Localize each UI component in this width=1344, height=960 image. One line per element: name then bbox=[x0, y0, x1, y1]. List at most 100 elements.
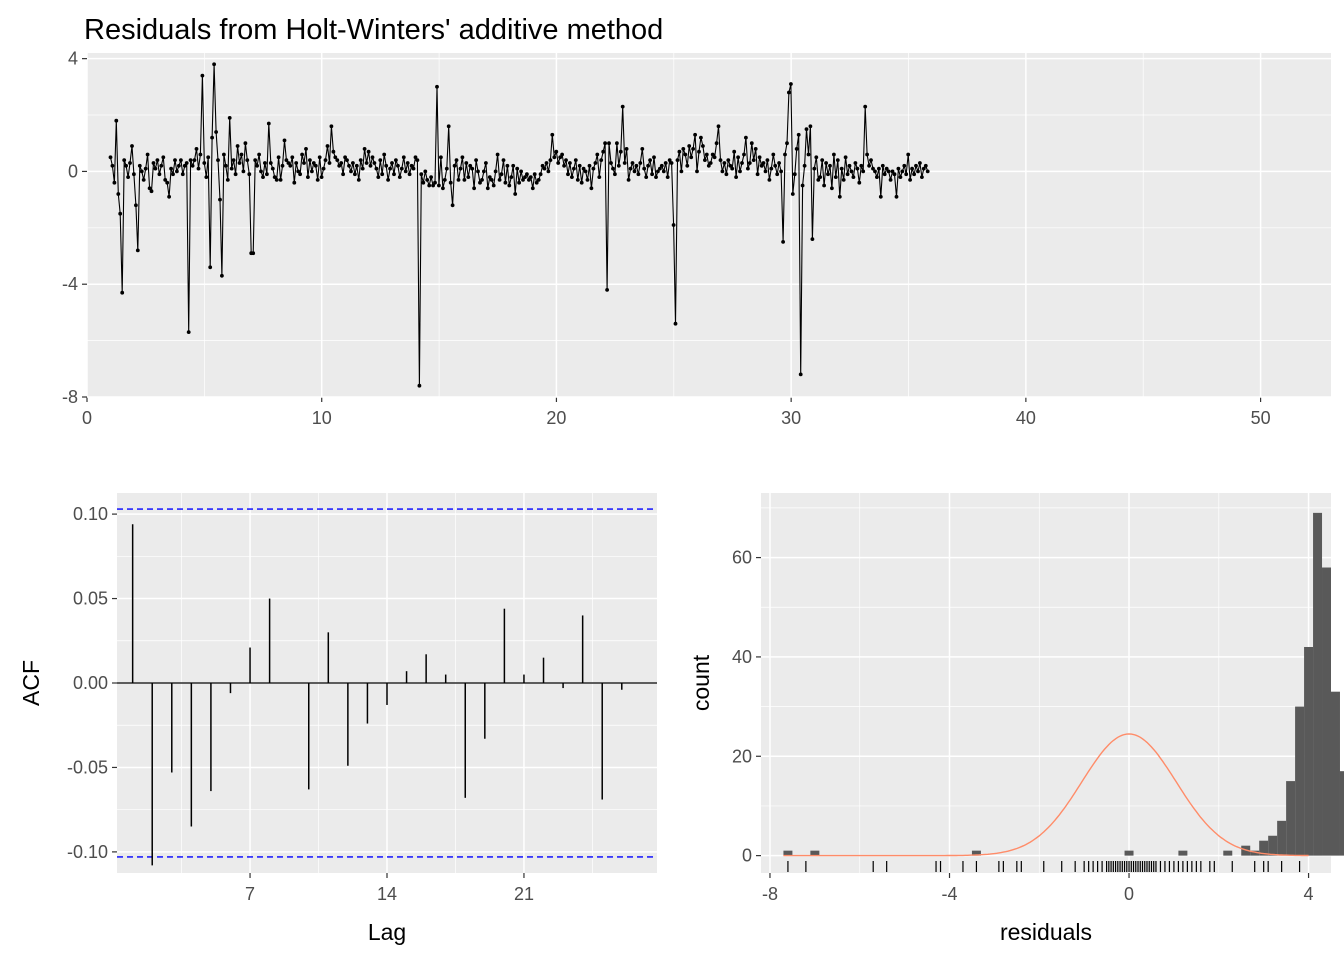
residual-point bbox=[851, 175, 856, 180]
residual-point bbox=[867, 163, 871, 168]
residual-point bbox=[720, 169, 725, 174]
residual-point bbox=[437, 183, 441, 188]
residual-point bbox=[427, 183, 432, 188]
residual-point bbox=[474, 158, 478, 163]
histogram-y-tick-label: 40 bbox=[732, 647, 752, 667]
residual-point bbox=[669, 161, 674, 165]
residual-point bbox=[278, 178, 283, 182]
residual-point bbox=[595, 152, 600, 157]
residual-point bbox=[615, 141, 619, 146]
residual-point bbox=[818, 175, 823, 180]
residual-point bbox=[886, 169, 891, 174]
residual-point bbox=[568, 161, 572, 165]
residual-point bbox=[566, 172, 570, 177]
residuals-x-tick-label: 10 bbox=[312, 408, 332, 428]
residual-point bbox=[573, 158, 578, 163]
residual-point bbox=[108, 155, 113, 160]
acf-y-tick-label: -0.10 bbox=[67, 842, 108, 862]
residual-point bbox=[912, 172, 916, 177]
residual-point bbox=[495, 152, 500, 157]
residual-point bbox=[736, 155, 740, 160]
residual-point bbox=[114, 118, 119, 123]
residual-point bbox=[837, 194, 842, 199]
residual-point bbox=[505, 163, 510, 168]
residual-point bbox=[362, 147, 367, 151]
residual-point bbox=[742, 152, 746, 157]
residual-point bbox=[740, 161, 744, 165]
residual-point bbox=[894, 194, 899, 199]
residual-point bbox=[613, 172, 617, 177]
residual-point bbox=[308, 158, 312, 163]
residual-point bbox=[296, 169, 301, 174]
histogram-y-tick-label: 60 bbox=[732, 548, 752, 568]
residual-point bbox=[251, 251, 256, 256]
residuals-x-tick-label: 0 bbox=[82, 408, 92, 428]
residual-point bbox=[122, 158, 127, 163]
residual-point bbox=[732, 149, 737, 154]
residuals-y-tick-label: 0 bbox=[68, 161, 78, 181]
residuals-panel-background bbox=[87, 53, 1331, 397]
histogram-bar bbox=[1178, 850, 1188, 856]
residual-point bbox=[200, 73, 205, 78]
residual-point bbox=[577, 163, 582, 168]
histogram-bar bbox=[1124, 850, 1134, 856]
residual-point bbox=[247, 172, 252, 177]
residual-point bbox=[540, 163, 545, 168]
residual-point bbox=[229, 166, 234, 171]
residual-point bbox=[581, 166, 586, 171]
residual-point bbox=[730, 166, 735, 171]
residual-point bbox=[323, 158, 328, 163]
residual-point bbox=[130, 144, 134, 148]
residual-point bbox=[652, 155, 656, 160]
residual-point bbox=[638, 161, 643, 165]
residuals-x-tick-label: 50 bbox=[1251, 408, 1271, 428]
residual-point bbox=[265, 172, 269, 177]
acf-x-tick-label: 14 bbox=[377, 884, 397, 904]
residual-point bbox=[802, 163, 807, 168]
histogram-bar bbox=[1295, 706, 1305, 856]
residual-point bbox=[245, 158, 250, 163]
residual-point bbox=[738, 169, 742, 174]
residual-point bbox=[804, 127, 809, 131]
residual-point bbox=[519, 169, 523, 174]
residual-point bbox=[214, 130, 219, 134]
residual-point bbox=[605, 288, 609, 292]
residual-point bbox=[507, 183, 512, 188]
residual-point bbox=[925, 169, 930, 174]
residual-point bbox=[216, 158, 220, 163]
histogram-bar bbox=[1259, 840, 1269, 856]
residual-point bbox=[239, 152, 244, 157]
residual-point bbox=[855, 166, 860, 171]
residual-point bbox=[390, 161, 394, 165]
residual-point bbox=[511, 163, 516, 168]
residual-point bbox=[552, 155, 557, 160]
residual-point bbox=[548, 158, 553, 163]
residual-point bbox=[353, 172, 357, 177]
residual-point bbox=[478, 180, 482, 185]
residual-point bbox=[517, 180, 521, 185]
residuals-x-tick-label: 40 bbox=[1016, 408, 1036, 428]
residual-point bbox=[212, 62, 217, 67]
residual-point bbox=[528, 175, 533, 180]
residual-point bbox=[777, 161, 781, 165]
residual-point bbox=[679, 169, 684, 174]
residual-point bbox=[317, 155, 322, 160]
residual-point bbox=[175, 169, 179, 174]
residual-point bbox=[327, 161, 332, 165]
residual-point bbox=[562, 163, 566, 168]
residual-point bbox=[468, 163, 473, 168]
residual-point bbox=[337, 163, 342, 168]
residual-point bbox=[558, 155, 563, 160]
residual-point bbox=[237, 161, 242, 165]
histogram-bar bbox=[1223, 850, 1233, 856]
residual-point bbox=[857, 180, 862, 185]
residual-point bbox=[439, 155, 443, 160]
residual-point bbox=[132, 172, 136, 177]
residual-point bbox=[695, 169, 699, 174]
residual-point bbox=[667, 158, 672, 163]
residual-point bbox=[536, 178, 541, 182]
residual-point bbox=[345, 158, 349, 163]
residual-point bbox=[270, 166, 275, 171]
residual-point bbox=[286, 161, 291, 165]
residual-point bbox=[544, 161, 549, 165]
